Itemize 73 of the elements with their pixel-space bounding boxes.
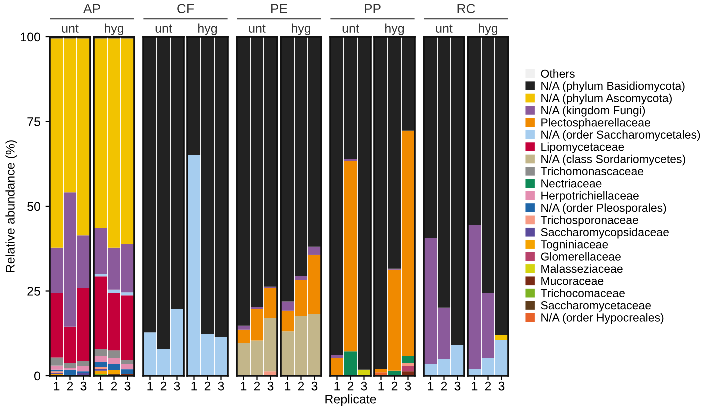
chart-subtitle: unt <box>156 24 172 33</box>
x-tick-label: 3 <box>174 382 180 391</box>
y-tick-label: 0 <box>34 372 40 381</box>
legend-label: Saccharomycetaceae <box>541 301 652 312</box>
x-tick-label: 2 <box>298 382 304 391</box>
chart-title: AP <box>83 4 100 14</box>
x-axis-title: Replicate <box>326 394 376 406</box>
x-tick-label: 1 <box>241 382 247 391</box>
chart-title: CF <box>178 4 194 14</box>
x-tick-label: 3 <box>361 382 368 391</box>
chart-subtitle: unt <box>436 24 453 33</box>
legend-label: N/A (order Saccharomycetales) <box>542 130 700 142</box>
x-tick-label: 2 <box>160 382 167 391</box>
x-tick-label: 3 <box>80 382 87 391</box>
legend-label: Lipomycetaceae <box>542 142 624 154</box>
legend-label: N/A (phylum Ascomycota) <box>542 94 672 105</box>
y-tick-label: 50 <box>28 202 40 212</box>
chart-subtitle: unt <box>342 24 360 33</box>
legend-label: Saccharomycopsidaceae <box>541 228 669 239</box>
chart-subtitle: hyg <box>198 24 218 36</box>
x-tick-label: 3 <box>312 382 318 391</box>
legend-label: N/A (order Pleosporales) <box>542 204 666 214</box>
x-tick-label: 1 <box>285 382 291 391</box>
legend-label: N/A (kingdom Fungi) <box>542 106 646 117</box>
x-tick-label: 2 <box>441 382 448 391</box>
legend-label: Trichosporonaceae <box>540 216 638 227</box>
x-tick-label: 2 <box>111 382 118 391</box>
chart-title: PP <box>365 4 381 14</box>
x-tick-label: 1 <box>54 382 60 391</box>
y-tick-label: 75 <box>28 118 40 126</box>
legend-label: Malasseziaceae <box>542 264 623 274</box>
legend-label: Mucoraceae <box>542 277 604 286</box>
x-tick-label: 2 <box>204 382 211 391</box>
x-tick-label: 3 <box>218 382 224 391</box>
chart-subtitle: unt <box>62 24 79 33</box>
chart-title: PE <box>272 4 288 14</box>
legend-label: N/A (class Sordariomycetes) <box>542 154 686 166</box>
legend-label: N/A (phylum Basidiomycota) <box>542 82 685 92</box>
x-tick-label: 1 <box>148 382 154 391</box>
legend-label: Herpotrichiellaceae <box>542 191 639 202</box>
legend-label: Glomerellaceae <box>541 252 621 261</box>
chart-subtitle: hyg <box>479 24 498 36</box>
x-tick-label: 3 <box>268 382 274 391</box>
x-tick-label: 3 <box>454 382 461 391</box>
x-tick-label: 2 <box>392 382 398 391</box>
x-tick-label: 3 <box>498 382 505 391</box>
y-tick-label: 100 <box>21 32 40 42</box>
legend-label: Togniniaceae <box>540 240 608 251</box>
x-tick-label: 2 <box>485 382 492 391</box>
x-tick-label: 1 <box>428 382 434 391</box>
chart-subtitle: hyg <box>292 24 311 36</box>
chart-subtitle: unt <box>249 24 266 33</box>
chart-title: RC <box>458 4 476 14</box>
chart-subtitle: hyg <box>386 24 404 36</box>
x-tick-label: 2 <box>67 382 74 391</box>
chart-subtitle: hyg <box>105 24 124 36</box>
y-tick-label: 25 <box>28 287 40 296</box>
legend-label: Others <box>541 70 575 78</box>
legend-label: Trichocomaceae <box>540 288 625 298</box>
x-tick-label: 1 <box>192 382 198 391</box>
x-tick-label: 1 <box>98 382 104 391</box>
x-tick-label: 2 <box>254 382 260 391</box>
legend-label: Plectosphaerellaceae <box>542 118 650 130</box>
y-axis-title: Relative abundance (%) <box>6 140 18 272</box>
x-tick-label: 3 <box>405 382 412 391</box>
x-tick-label: 1 <box>472 382 478 391</box>
legend-label: Nectriaceae <box>542 179 602 188</box>
x-tick-label: 2 <box>348 382 354 391</box>
x-tick-label: 3 <box>124 382 131 391</box>
legend-label: N/A (order Hypocreales) <box>542 313 664 324</box>
x-tick-label: 1 <box>334 382 340 391</box>
legend-label: Trichomonascaceae <box>540 167 644 176</box>
x-tick-label: 1 <box>378 382 384 391</box>
